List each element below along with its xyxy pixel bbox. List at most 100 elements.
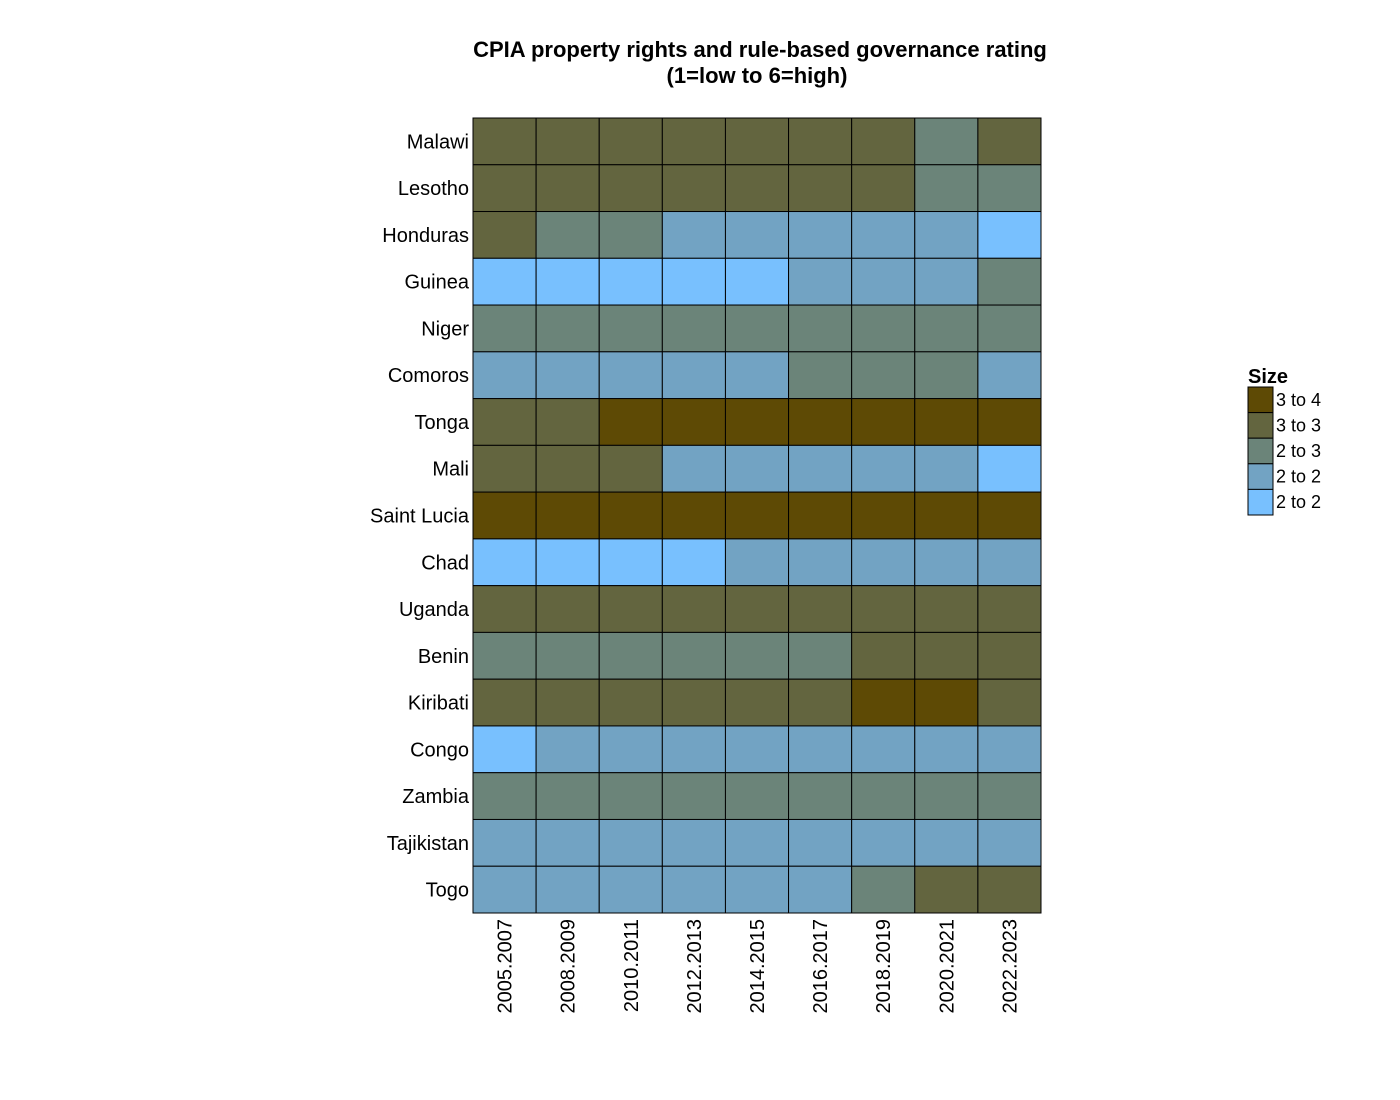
heatmap-cell bbox=[472, 211, 537, 259]
heatmap-cell bbox=[788, 211, 853, 259]
heatmap-cell bbox=[535, 678, 600, 727]
legend-swatch bbox=[1247, 412, 1274, 439]
heatmap-cell bbox=[851, 117, 916, 166]
heatmap-cell bbox=[661, 257, 726, 306]
heatmap-cell bbox=[598, 398, 663, 446]
heatmap-cell bbox=[914, 678, 979, 727]
heatmap-cell bbox=[977, 117, 1042, 166]
column-label: 2018.2019 bbox=[873, 919, 895, 1014]
heatmap-cell bbox=[598, 257, 663, 306]
heatmap-cell bbox=[724, 772, 790, 820]
heatmap-cell bbox=[788, 257, 853, 306]
heatmap-cell bbox=[472, 444, 537, 493]
heatmap-cell bbox=[535, 164, 600, 213]
column-label: 2005.2007 bbox=[495, 919, 517, 1014]
heatmap-cell bbox=[535, 772, 600, 820]
row-label: Lesotho bbox=[398, 178, 469, 200]
heatmap-cell bbox=[914, 398, 979, 446]
heatmap-cell bbox=[598, 491, 663, 540]
heatmap-cell bbox=[788, 444, 853, 493]
column-label: 2014.2015 bbox=[747, 919, 769, 1014]
heatmap-cell bbox=[598, 164, 663, 213]
heatmap-cell bbox=[661, 678, 726, 727]
heatmap-cell bbox=[724, 678, 790, 727]
heatmap-cell bbox=[472, 491, 537, 540]
heatmap-cell bbox=[724, 538, 790, 587]
heatmap-cell bbox=[661, 725, 726, 774]
chart-title: CPIA property rights and rule-based gove… bbox=[473, 37, 1047, 62]
heatmap-cell bbox=[472, 678, 537, 727]
heatmap-cell bbox=[598, 538, 663, 587]
heatmap-cell bbox=[535, 725, 600, 774]
heatmap-cell bbox=[788, 117, 853, 166]
chart-subtitle: (1=low to 6=high) bbox=[667, 63, 848, 88]
heatmap-cell bbox=[598, 304, 663, 353]
row-label: Saint Lucia bbox=[370, 506, 470, 528]
heatmap-cell bbox=[598, 725, 663, 774]
heatmap-cell bbox=[661, 444, 726, 493]
heatmap-cell bbox=[724, 351, 790, 400]
heatmap-cell bbox=[724, 117, 790, 166]
heatmap-cell bbox=[724, 865, 790, 914]
heatmap-cell bbox=[472, 117, 537, 166]
column-label: 2012.2013 bbox=[684, 919, 706, 1014]
heatmap-cell bbox=[661, 631, 726, 680]
heatmap-cell bbox=[914, 772, 979, 820]
heatmap-cell bbox=[535, 818, 600, 867]
row-label: Guinea bbox=[405, 272, 470, 294]
heatmap-cell bbox=[851, 631, 916, 680]
heatmap-cell bbox=[977, 772, 1042, 820]
column-label: 2020.2021 bbox=[936, 919, 958, 1014]
legend-swatch bbox=[1247, 437, 1274, 465]
heatmap-cell bbox=[914, 865, 979, 914]
heatmap-cell bbox=[535, 304, 600, 353]
heatmap-cell bbox=[851, 164, 916, 213]
heatmap-cell bbox=[724, 585, 790, 633]
heatmap-cell bbox=[535, 117, 600, 166]
row-label: Malawi bbox=[407, 131, 469, 153]
heatmap-cell bbox=[724, 818, 790, 867]
heatmap-cell bbox=[661, 491, 726, 540]
heatmap-cell bbox=[661, 211, 726, 259]
heatmap-cell bbox=[788, 631, 853, 680]
heatmap-cell bbox=[535, 257, 600, 306]
heatmap-cell bbox=[977, 257, 1042, 306]
row-label: Tajikistan bbox=[387, 833, 469, 855]
heatmap-cell bbox=[977, 725, 1042, 774]
heatmap-cell bbox=[598, 117, 663, 166]
heatmap-cell bbox=[851, 211, 916, 259]
heatmap-cells bbox=[472, 117, 1042, 914]
column-label: 2016.2017 bbox=[810, 919, 832, 1014]
heatmap-cell bbox=[598, 631, 663, 680]
column-label: 2022.2023 bbox=[999, 919, 1021, 1014]
legend-label: 2 to 3 bbox=[1276, 441, 1321, 461]
heatmap-cell bbox=[851, 772, 916, 820]
heatmap-cell bbox=[788, 351, 853, 400]
heatmap-cell bbox=[535, 398, 600, 446]
heatmap-cell bbox=[914, 444, 979, 493]
heatmap-cell bbox=[914, 211, 979, 259]
heatmap-cell bbox=[535, 351, 600, 400]
heatmap-cell bbox=[788, 164, 853, 213]
heatmap-cell bbox=[661, 585, 726, 633]
heatmap-cell bbox=[977, 538, 1042, 587]
heatmap-cell bbox=[661, 865, 726, 914]
heatmap-cell bbox=[977, 351, 1042, 400]
heatmap-cell bbox=[724, 444, 790, 493]
heatmap-cell bbox=[977, 631, 1042, 680]
heatmap-cell bbox=[724, 257, 790, 306]
heatmap-cell bbox=[851, 304, 916, 353]
heatmap-cell bbox=[472, 164, 537, 213]
heatmap-cell bbox=[724, 211, 790, 259]
heatmap-cell bbox=[472, 725, 537, 774]
heatmap-cell bbox=[724, 304, 790, 353]
heatmap-cell bbox=[535, 491, 600, 540]
heatmap-cell bbox=[914, 164, 979, 213]
legend-swatch bbox=[1247, 488, 1274, 516]
heatmap-cell bbox=[472, 538, 537, 587]
heatmap-cell bbox=[661, 304, 726, 353]
legend-swatch bbox=[1247, 386, 1274, 414]
heatmap-cell bbox=[977, 164, 1042, 213]
heatmap-cell bbox=[788, 398, 853, 446]
row-label: Zambia bbox=[402, 786, 470, 808]
